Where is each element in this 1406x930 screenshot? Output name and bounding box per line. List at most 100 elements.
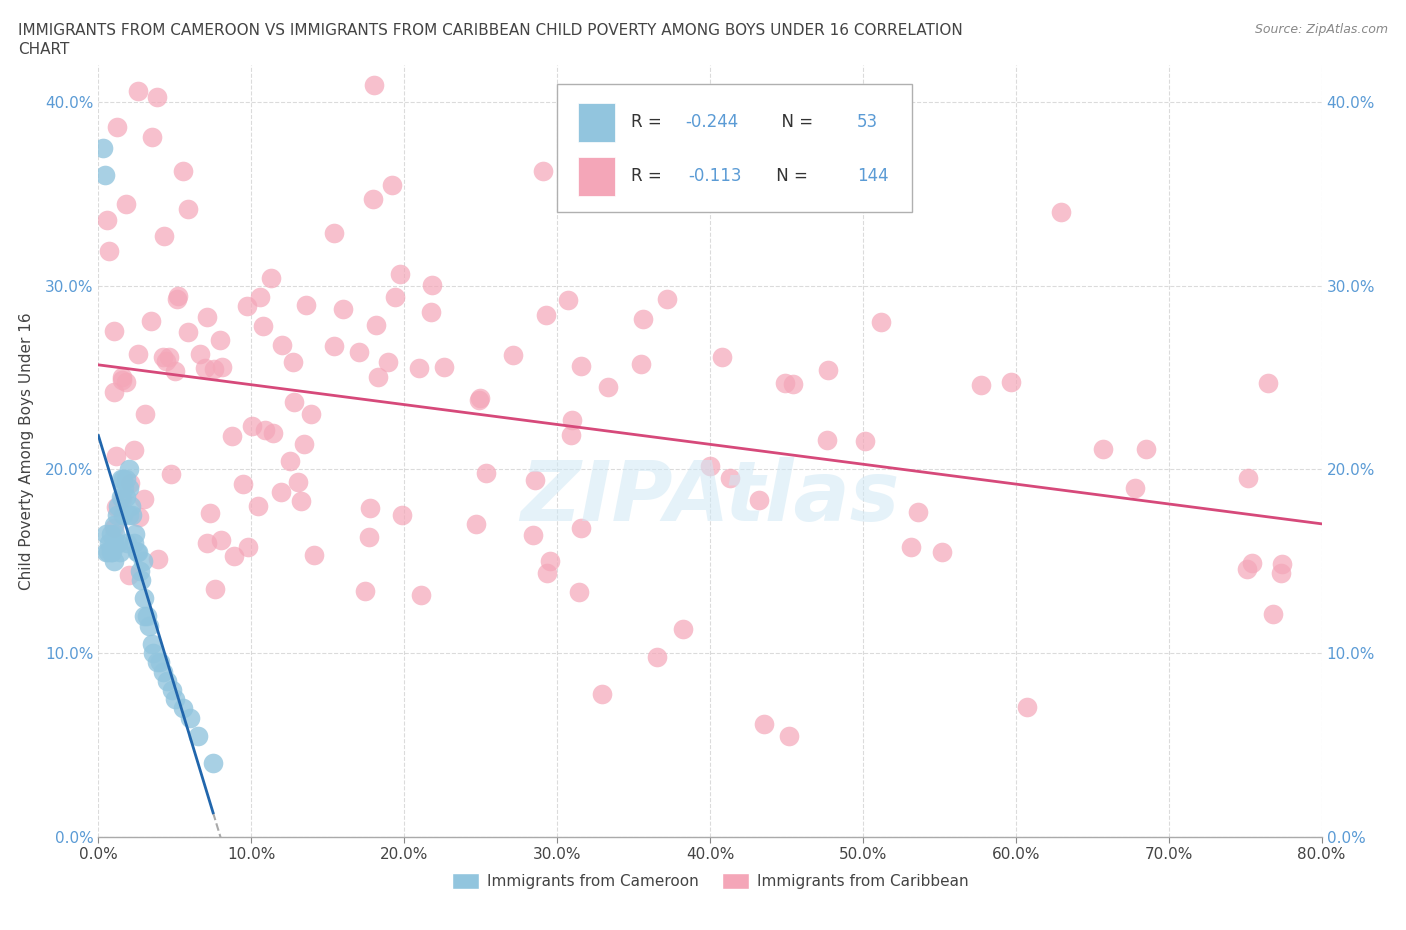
Point [111, 373, 134, 388]
Point [283, 394, 305, 409]
Point [817, 363, 839, 378]
Point [557, 293, 579, 308]
Point [202, 362, 225, 377]
Point [104, 526, 127, 541]
Point [94, 545, 117, 560]
Point [103, 324, 125, 339]
Point [98, 536, 121, 551]
Point [1015, 699, 1038, 714]
Point [655, 291, 678, 306]
Point [159, 467, 181, 482]
Text: R =: R = [630, 113, 666, 131]
Point [179, 711, 201, 725]
Point [240, 418, 263, 433]
Point [222, 549, 245, 564]
Point [103, 385, 125, 400]
Point [103, 517, 125, 532]
Point [107, 498, 129, 513]
Point [141, 129, 163, 144]
Point [165, 364, 187, 379]
Point [202, 756, 225, 771]
Point [111, 472, 134, 486]
Point [408, 360, 430, 375]
Point [349, 345, 371, 360]
Point [235, 299, 257, 313]
Point [115, 472, 138, 486]
Point [531, 163, 554, 178]
Point [188, 347, 211, 362]
Point [361, 192, 384, 206]
Y-axis label: Child Poverty Among Boys Under 16: Child Poverty Among Boys Under 16 [18, 312, 34, 590]
Point [232, 477, 254, 492]
Text: R =: R = [630, 167, 672, 185]
Text: 144: 144 [856, 167, 889, 185]
Point [115, 489, 138, 504]
Point [815, 433, 838, 448]
Point [153, 229, 176, 244]
Point [970, 378, 993, 392]
Point [221, 429, 243, 444]
Point [468, 391, 491, 405]
Point [156, 673, 179, 688]
Point [522, 528, 544, 543]
Text: ZIPAtlas: ZIPAtlas [520, 457, 900, 538]
Point [211, 360, 233, 375]
Point [270, 485, 292, 499]
Text: N =: N = [772, 113, 818, 131]
Point [699, 459, 721, 474]
Point [692, 153, 714, 168]
FancyBboxPatch shape [557, 85, 912, 212]
Point [134, 406, 156, 421]
Point [129, 572, 152, 587]
Point [411, 588, 433, 603]
Point [122, 443, 145, 458]
Point [391, 507, 413, 522]
Point [132, 554, 155, 569]
Text: N =: N = [772, 167, 813, 185]
Bar [578, 103, 614, 141]
Point [287, 474, 309, 489]
Point [1091, 442, 1114, 457]
Point [91, 140, 114, 155]
Bar [578, 157, 614, 195]
Point [754, 717, 776, 732]
Point [540, 554, 562, 569]
Point [111, 491, 134, 506]
Point [388, 266, 411, 281]
Point [1270, 566, 1292, 581]
Point [124, 526, 146, 541]
Point [105, 508, 128, 523]
Point [111, 369, 134, 384]
Point [364, 317, 387, 332]
Point [128, 563, 150, 578]
Point [127, 545, 149, 560]
Point [377, 354, 399, 369]
Point [117, 536, 139, 551]
Point [198, 505, 221, 520]
Point [262, 426, 284, 441]
Point [152, 350, 174, 365]
Point [108, 545, 131, 560]
Point [464, 516, 486, 531]
Point [120, 475, 142, 490]
Point [176, 325, 198, 339]
Point [292, 436, 315, 451]
Point [103, 536, 125, 551]
Point [672, 621, 695, 636]
Legend: Immigrants from Cameroon, Immigrants from Caribbean: Immigrants from Cameroon, Immigrants fro… [446, 867, 974, 895]
Point [502, 347, 524, 362]
Point [560, 428, 582, 443]
Point [1261, 606, 1284, 621]
Point [323, 225, 346, 240]
Point [118, 508, 141, 523]
Point [711, 350, 734, 365]
Point [136, 609, 159, 624]
Point [110, 472, 132, 486]
Point [177, 201, 200, 216]
Point [172, 701, 194, 716]
Point [132, 492, 155, 507]
Point [107, 536, 129, 551]
Point [125, 545, 148, 560]
Point [127, 347, 149, 362]
Point [238, 539, 260, 554]
